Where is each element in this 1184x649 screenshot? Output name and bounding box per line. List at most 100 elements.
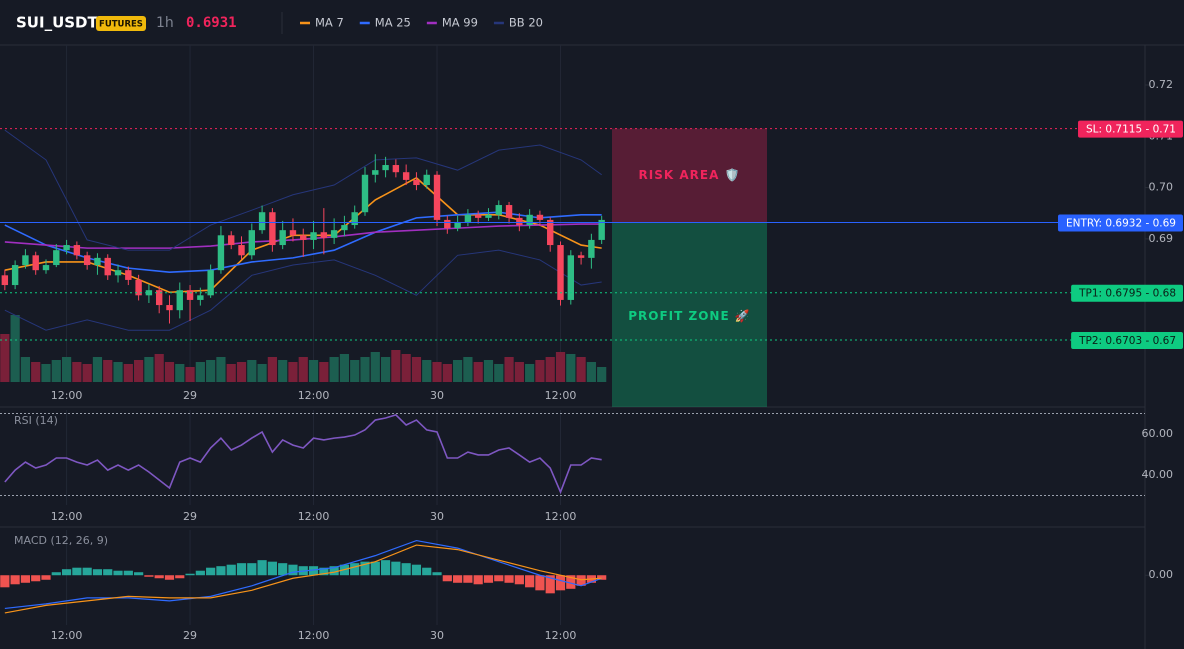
volume-bar xyxy=(216,357,226,382)
x-tick-label: 12:00 xyxy=(545,510,577,523)
level-tag: ENTRY: 0.6932 - 0.69 xyxy=(1066,217,1176,229)
candle-body xyxy=(341,225,348,231)
level-tag: TP1: 0.6795 - 0.68 xyxy=(1078,288,1176,300)
volume-bar xyxy=(144,357,154,382)
macd-hist-bar xyxy=(350,563,360,576)
volume-bar xyxy=(555,352,566,382)
volume-bar xyxy=(545,357,555,382)
macd-hist-bar xyxy=(514,575,524,585)
candle-body xyxy=(423,174,430,186)
macd-hist-bar xyxy=(41,575,51,580)
candle-body xyxy=(402,172,410,180)
candle-body xyxy=(145,290,153,296)
macd-hist-bar xyxy=(308,566,319,576)
bb-lower xyxy=(4,249,602,331)
volume-bar xyxy=(463,357,473,382)
level-tag-bg xyxy=(1078,120,1183,138)
candle-body xyxy=(104,257,111,276)
candle-body xyxy=(351,212,358,226)
macd-hist-bar xyxy=(566,575,576,589)
candle-body xyxy=(444,219,451,229)
volume-bar xyxy=(195,362,205,382)
macd-hist-bar xyxy=(31,575,41,582)
volume-bar xyxy=(422,360,432,382)
x-tick-label: 12:00 xyxy=(545,629,577,642)
candle-body xyxy=(155,290,163,306)
volume-bar xyxy=(308,360,319,382)
volume-bar xyxy=(154,354,164,382)
candle-body xyxy=(474,214,482,218)
candle-body xyxy=(413,179,420,186)
macd-hist-bar xyxy=(51,572,61,576)
candle-body xyxy=(516,217,523,226)
x-tick-label: 12:00 xyxy=(298,629,330,642)
macd-hist-bar xyxy=(20,575,31,583)
zone-label: RISK AREA 🛡️ xyxy=(639,168,741,182)
macd-hist-bar xyxy=(206,567,216,576)
macd-hist-bar xyxy=(134,572,144,576)
volume-bar xyxy=(442,364,452,382)
macd-hist-bar xyxy=(175,575,185,579)
macd-hist-bar xyxy=(401,563,411,576)
macd-hist-bar xyxy=(144,575,154,577)
candle-body xyxy=(238,245,245,256)
y-tick-label: 40.00 xyxy=(1142,468,1174,481)
y-tick-label: 60.00 xyxy=(1142,427,1174,440)
macd-hist-bar xyxy=(103,569,113,576)
y-tick-label: 0.69 xyxy=(1149,232,1174,245)
level-tag-bg xyxy=(1071,331,1183,349)
macd-hist-bar xyxy=(432,572,442,576)
candle-body xyxy=(11,265,19,286)
macd-hist-bar xyxy=(504,575,514,583)
candle-body xyxy=(372,170,379,175)
candle-body xyxy=(248,230,256,256)
bb-upper xyxy=(4,129,602,251)
volume-bar xyxy=(329,357,339,382)
volume-bar xyxy=(103,360,113,382)
volume-bar xyxy=(113,362,123,382)
macd-hist-bar xyxy=(597,575,607,580)
macd-hist-bar xyxy=(216,566,226,576)
level-tag: TP2: 0.6703 - 0.67 xyxy=(1078,335,1176,347)
volume-bar xyxy=(525,364,535,382)
candle-body xyxy=(94,257,101,266)
x-tick-label: 12:00 xyxy=(51,389,83,402)
volume-bar xyxy=(92,357,103,382)
macd-hist-bar xyxy=(525,575,535,588)
macd-hist-bar xyxy=(61,569,72,576)
y-tick-label: 0.70 xyxy=(1149,181,1174,194)
macd-hist-bar xyxy=(483,575,494,583)
volume-bar xyxy=(31,362,41,382)
macd-hist-bar xyxy=(380,560,391,576)
zone-label: PROFIT ZONE 🚀 xyxy=(628,309,751,323)
candle-body xyxy=(42,265,50,271)
rsi-line xyxy=(4,414,602,495)
macd-hist-bar xyxy=(164,575,175,580)
macd-hist-bar xyxy=(72,567,82,576)
interval[interactable]: 1h xyxy=(156,15,174,31)
macd-hist-bar xyxy=(195,570,205,576)
candle-body xyxy=(53,250,60,266)
volume-bar xyxy=(566,354,576,382)
volume-bar xyxy=(257,364,267,382)
macd-hist-bar xyxy=(535,575,545,591)
macd-hist-bar xyxy=(411,564,422,576)
macd-hist-bar xyxy=(236,563,247,576)
x-tick-label: 30 xyxy=(430,510,444,523)
candle-body xyxy=(382,165,389,171)
candle-body xyxy=(300,235,307,240)
volume-bar xyxy=(134,360,144,382)
panel-title: RSI (14) xyxy=(14,414,58,427)
candle-body xyxy=(114,270,122,276)
volume-bar xyxy=(494,364,504,382)
macd-hist-bar xyxy=(154,575,164,579)
macd-hist-bar xyxy=(82,567,92,576)
macd-hist-bar xyxy=(422,567,432,576)
macd-hist-bar xyxy=(113,570,123,576)
candle-body xyxy=(526,214,533,226)
x-tick-label: 29 xyxy=(183,510,197,523)
candle-body xyxy=(83,255,91,266)
x-tick-label: 12:00 xyxy=(298,510,330,523)
x-tick-label: 30 xyxy=(430,629,444,642)
